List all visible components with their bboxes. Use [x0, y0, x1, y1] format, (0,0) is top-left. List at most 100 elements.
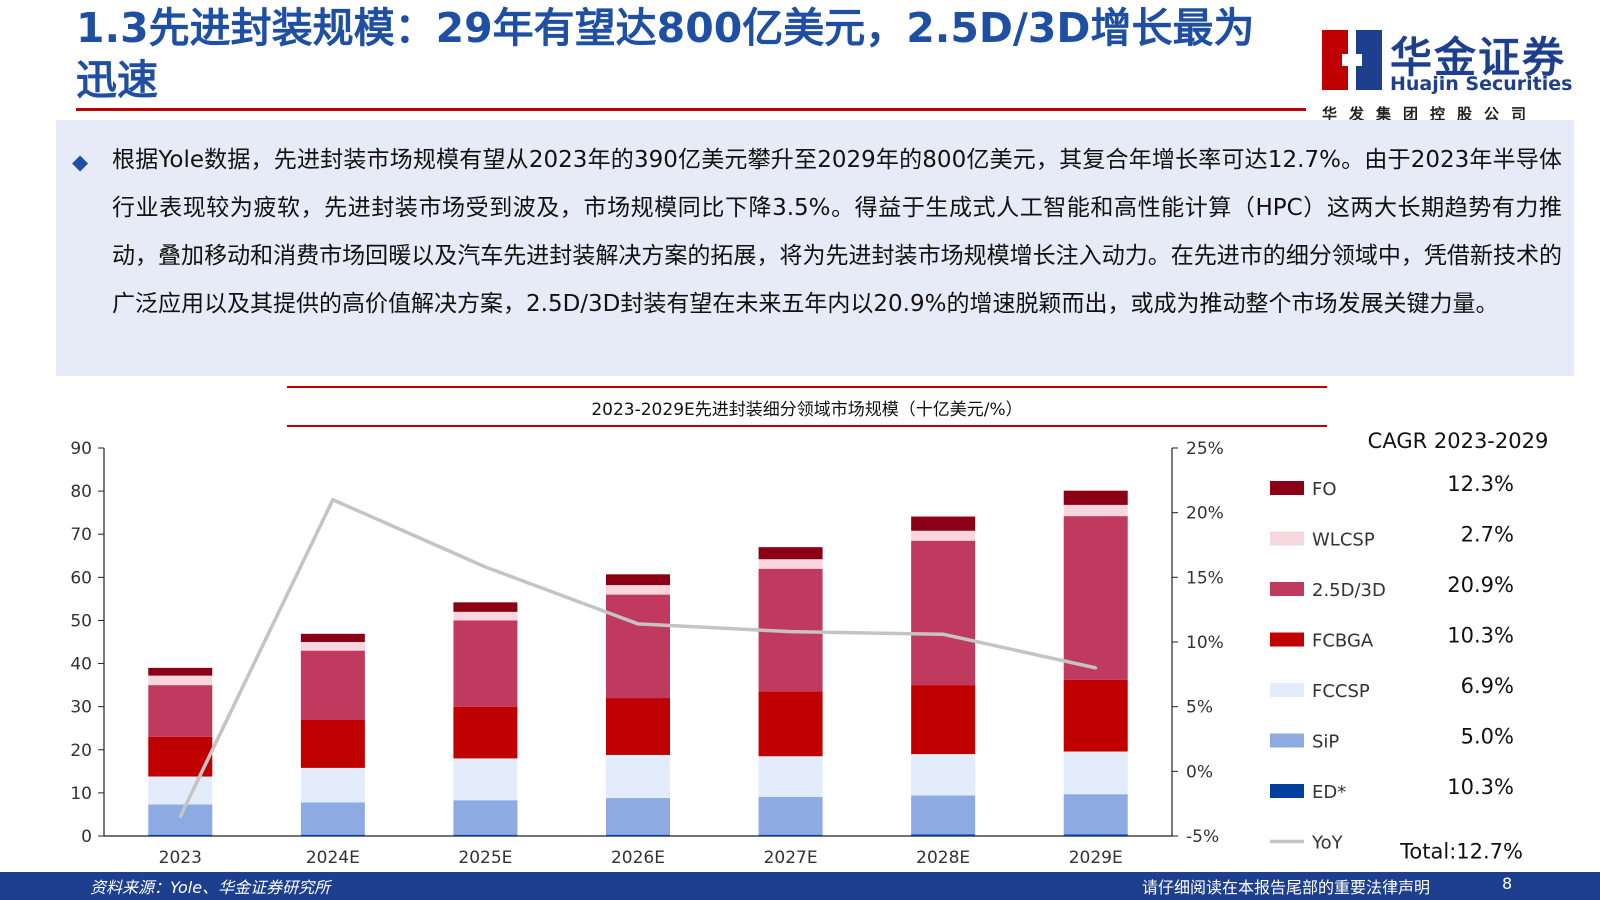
- left-tick-label: 60: [70, 568, 92, 588]
- left-tick-label: 90: [70, 439, 92, 459]
- bar-segment-fccsp: [300, 767, 365, 803]
- yoy-point: [789, 630, 793, 634]
- bar-segment-sip: [1063, 794, 1128, 835]
- bar-segment-25d3d: [148, 685, 213, 737]
- bar-segment-ed: [300, 834, 365, 836]
- x-tick-label: 2029E: [1069, 848, 1123, 868]
- right-tick-label: 20%: [1186, 504, 1224, 524]
- bar-segment-fo: [606, 574, 670, 586]
- bar-segment-fo: [148, 667, 213, 676]
- chart-title: 2023-2029E先进封装细分领域市场规模（十亿美元/%）: [591, 400, 1023, 420]
- left-tick-label: 40: [70, 655, 92, 675]
- bar-segment-sip: [606, 798, 670, 835]
- right-tick-label: 25%: [1186, 439, 1224, 459]
- x-tick-label: 2025E: [458, 848, 512, 868]
- right-tick-label: 10%: [1186, 633, 1224, 653]
- x-tick-label: 2026E: [611, 848, 665, 868]
- logo-subtitle: 华发集团控股公司: [1322, 105, 1539, 123]
- legend-swatch: [1270, 632, 1304, 647]
- yoy-point: [331, 498, 335, 502]
- legend-swatch: [1270, 683, 1304, 697]
- total-cagr-label: Total:12.7%: [1399, 840, 1523, 864]
- cagr-value: 20.9%: [1447, 573, 1514, 597]
- bar-segment-wlcsp: [148, 675, 213, 686]
- bar-segment-fccsp: [606, 754, 670, 799]
- page-number: 8: [1502, 874, 1513, 893]
- cagr-value: 12.3%: [1447, 472, 1514, 496]
- bar-segment-fccsp: [148, 776, 213, 805]
- page-title: 1.3先进封装规模：29年有望达800亿美元，2.5D/3D增长最为迅速: [76, 4, 1255, 104]
- cagr-value: 5.0%: [1461, 725, 1514, 749]
- bar-segment-ed: [148, 834, 213, 836]
- legend-label: FCBGA: [1312, 631, 1374, 652]
- legend-label: WLCSP: [1312, 530, 1375, 551]
- bar-segment-wlcsp: [606, 585, 670, 595]
- chart-title-bottom-rule: [287, 425, 1327, 427]
- bar-segment-25d3d: [300, 650, 365, 720]
- bar-segment-fo: [453, 602, 518, 612]
- bar-segment-sip: [300, 802, 365, 835]
- bar-segment-ed: [606, 834, 670, 836]
- legend-swatch: [1270, 481, 1304, 495]
- bar-segment-fo: [758, 547, 823, 560]
- right-tick-label: -5%: [1186, 827, 1219, 847]
- bar-segment-fcbga: [1063, 679, 1128, 752]
- left-tick-label: 10: [70, 784, 92, 804]
- bar-segment-25d3d: [911, 540, 976, 686]
- bar-segment-25d3d: [606, 594, 670, 699]
- bar-segment-sip: [911, 795, 976, 835]
- x-tick-label: 2023: [159, 848, 202, 868]
- x-tick-label: 2024E: [306, 848, 360, 868]
- cagr-value: 2.7%: [1461, 523, 1514, 547]
- cagr-value: 10.3%: [1447, 624, 1514, 648]
- legend-swatch: [1270, 531, 1304, 546]
- legend-label: ED*: [1312, 782, 1346, 803]
- bar-segment-sip: [453, 800, 518, 835]
- bar-segment-sip: [758, 796, 823, 835]
- bar-segment-fo: [1063, 490, 1128, 505]
- left-tick-label: 20: [70, 741, 92, 761]
- chart-title-top-rule: [287, 386, 1327, 388]
- footer-legal-notice: 请仔细阅读在本报告尾部的重要法律声明: [1142, 878, 1431, 897]
- bar-segment-fccsp: [453, 758, 518, 801]
- bar-segment-25d3d: [1063, 516, 1128, 680]
- legend-label: YoY: [1311, 833, 1344, 854]
- left-tick-label: 30: [70, 698, 92, 718]
- left-tick-label: 80: [70, 482, 92, 502]
- bar-segment-wlcsp: [911, 530, 976, 541]
- bar-segment-25d3d: [453, 620, 518, 707]
- legend-label: SiP: [1312, 732, 1339, 753]
- bar-segment-fcbga: [300, 719, 365, 768]
- yoy-point: [1094, 666, 1098, 670]
- footer-bar: [0, 872, 1600, 900]
- legend-swatch: [1270, 582, 1304, 596]
- footer-source: 资料来源：Yole、华金证券研究所: [90, 878, 331, 897]
- bar-segment-ed: [911, 834, 976, 836]
- left-tick-label: 70: [70, 525, 92, 545]
- legend-swatch: [1270, 784, 1304, 798]
- yoy-point: [483, 565, 487, 569]
- left-tick-label: 50: [70, 611, 92, 631]
- cagr-value: 6.9%: [1461, 674, 1514, 698]
- legend-label: 2.5D/3D: [1312, 580, 1386, 601]
- yoy-point: [178, 815, 182, 819]
- summary-text: 根据Yole数据，先进封装市场规模有望从2023年的390亿美元攀升至2029年…: [112, 147, 1562, 317]
- right-tick-label: 5%: [1186, 698, 1213, 718]
- summary-panel: [56, 120, 1574, 376]
- logo-name-en: Huajin Securities: [1390, 73, 1573, 95]
- bar-segment-ed: [1063, 834, 1128, 836]
- bar-segment-ed: [453, 834, 518, 836]
- bar-segment-sip: [148, 804, 213, 835]
- bar-segment-fcbga: [758, 691, 823, 757]
- x-tick-label: 2028E: [916, 848, 970, 868]
- yoy-point: [636, 622, 640, 626]
- bullet-icon: ◆: [72, 150, 89, 174]
- bar-segment-fcbga: [911, 685, 976, 755]
- bar-segment-ed: [758, 834, 823, 836]
- right-tick-label: 15%: [1186, 568, 1224, 588]
- cagr-value: 10.3%: [1447, 775, 1514, 799]
- bar-segment-fccsp: [1063, 751, 1128, 795]
- bar-segment-wlcsp: [758, 559, 823, 569]
- bar-segment-wlcsp: [453, 611, 518, 621]
- legend-label: FO: [1312, 479, 1337, 500]
